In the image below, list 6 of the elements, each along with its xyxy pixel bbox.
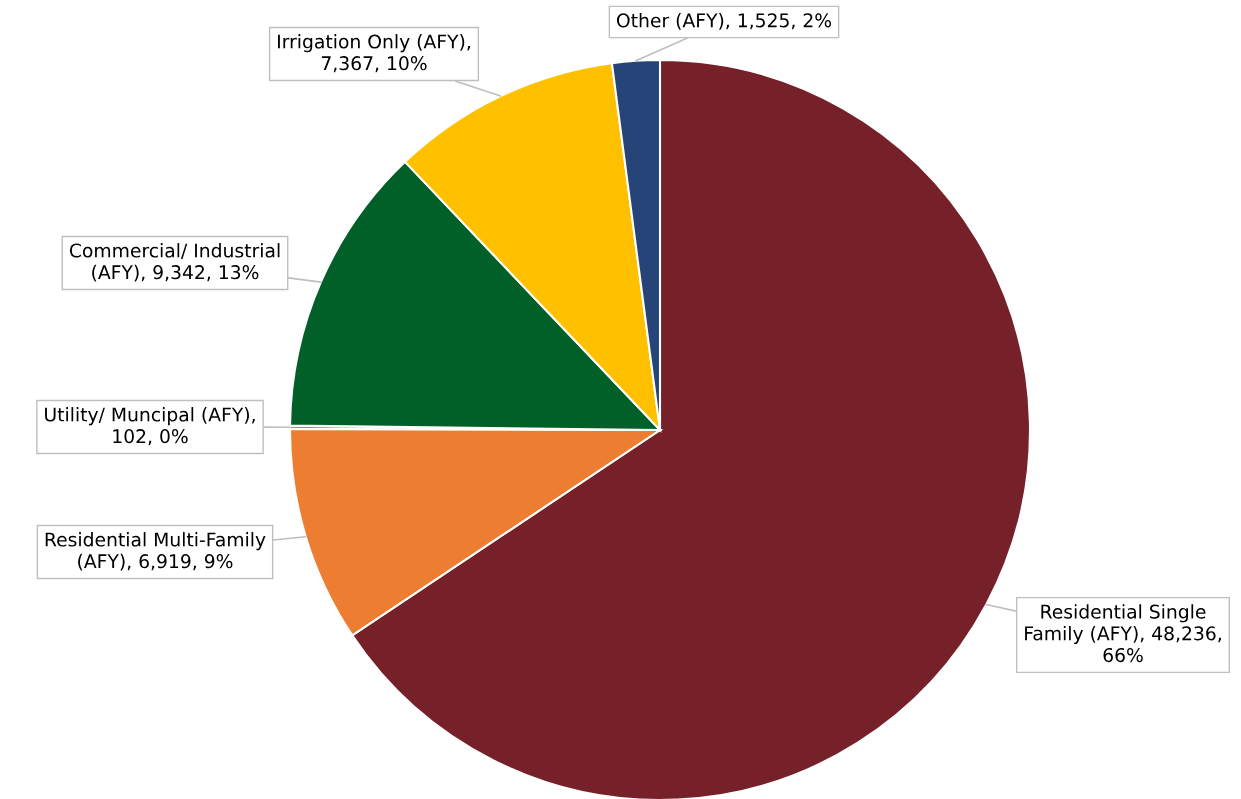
slice-label: Residential Multi-Family (AFY), 6,919, 9% (45, 532, 266, 571)
slice-label: Commercial/ Industrial (AFY), 9,342, 13% (69, 243, 280, 282)
slice-label: Utility/ Muncipal (AFY), 102, 0% (45, 407, 255, 446)
slice-label: Residential Single Family (AFY), 48,236, 66% (1025, 604, 1221, 663)
slice-label: Other (AFY), 1,525, 2% (616, 12, 832, 30)
slice-label: Irrigation Only (AFY), 7,367, 10% (278, 34, 470, 73)
